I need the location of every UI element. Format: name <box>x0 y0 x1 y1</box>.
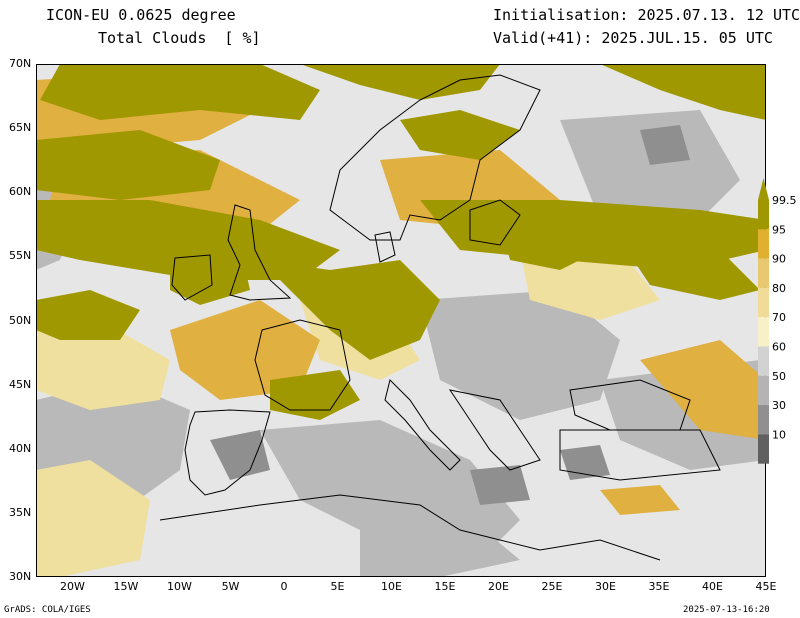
legend-label: 95 <box>772 223 786 236</box>
lon-label: 10W <box>167 580 192 593</box>
legend-label: 70 <box>772 311 786 324</box>
lon-label: 20W <box>60 580 85 593</box>
lon-label: 20E <box>488 580 509 593</box>
lon-label: 5W <box>221 580 240 593</box>
lat-label: 35N <box>9 505 32 519</box>
lon-label: 15E <box>434 580 456 593</box>
legend-label: 80 <box>772 282 786 295</box>
footer-timestamp: 2025-07-13-16:20 <box>683 605 770 615</box>
lon-label: 30E <box>595 580 616 593</box>
legend-swatch <box>758 346 769 376</box>
legend-overflow-arrow <box>758 178 769 200</box>
legend-swatch <box>758 200 769 230</box>
lat-label: 45N <box>9 377 32 391</box>
lon-label: 45E <box>755 580 777 593</box>
legend-label: 99.5 <box>772 194 797 207</box>
legend-swatch <box>758 317 769 347</box>
lat-label: 50N <box>9 313 32 327</box>
color-legend: 99.5 95 90 80 70 60 50 30 10 <box>758 178 797 464</box>
variable-title: Total Clouds [ %] <box>98 29 261 47</box>
lon-label: 5E <box>330 580 345 593</box>
footer-credit: GrADS: COLA/IGES <box>4 605 91 615</box>
lat-label: 30N <box>9 570 32 583</box>
lon-label: 40E <box>702 580 723 593</box>
init-time: Initialisation: 2025.07.13. 12 UTC <box>493 6 800 24</box>
lon-label: 10E <box>381 580 402 593</box>
lat-label: 60N <box>9 185 32 199</box>
lat-label: 55N <box>9 249 32 263</box>
legend-swatch <box>758 375 769 406</box>
lat-label: 65N <box>9 121 32 135</box>
legend-label: 10 <box>772 428 786 441</box>
legend-swatch <box>758 229 769 259</box>
lon-label: 35E <box>648 580 670 593</box>
lat-label: 70N <box>9 57 32 70</box>
model-title: ICON-EU 0.0625 degree <box>46 6 236 24</box>
coastlines <box>159 74 721 561</box>
lon-label: 15W <box>113 580 139 593</box>
medium-gray-patches <box>210 125 690 505</box>
legend-label: 50 <box>772 370 786 383</box>
overcast-areas <box>36 64 766 420</box>
legend-swatch <box>758 434 769 464</box>
lon-label: 25E <box>541 580 563 593</box>
legend-label: 90 <box>772 253 786 266</box>
lat-label: 40N <box>9 441 32 455</box>
legend-label: 60 <box>772 341 786 354</box>
valid-time: Valid(+41): 2025.JUL.15. 05 UTC <box>493 29 773 47</box>
legend-swatch <box>758 287 769 318</box>
legend-label: 30 <box>772 399 786 412</box>
lon-label: 0 <box>280 580 288 593</box>
legend-swatch <box>758 405 769 435</box>
legend-swatch <box>758 258 769 288</box>
